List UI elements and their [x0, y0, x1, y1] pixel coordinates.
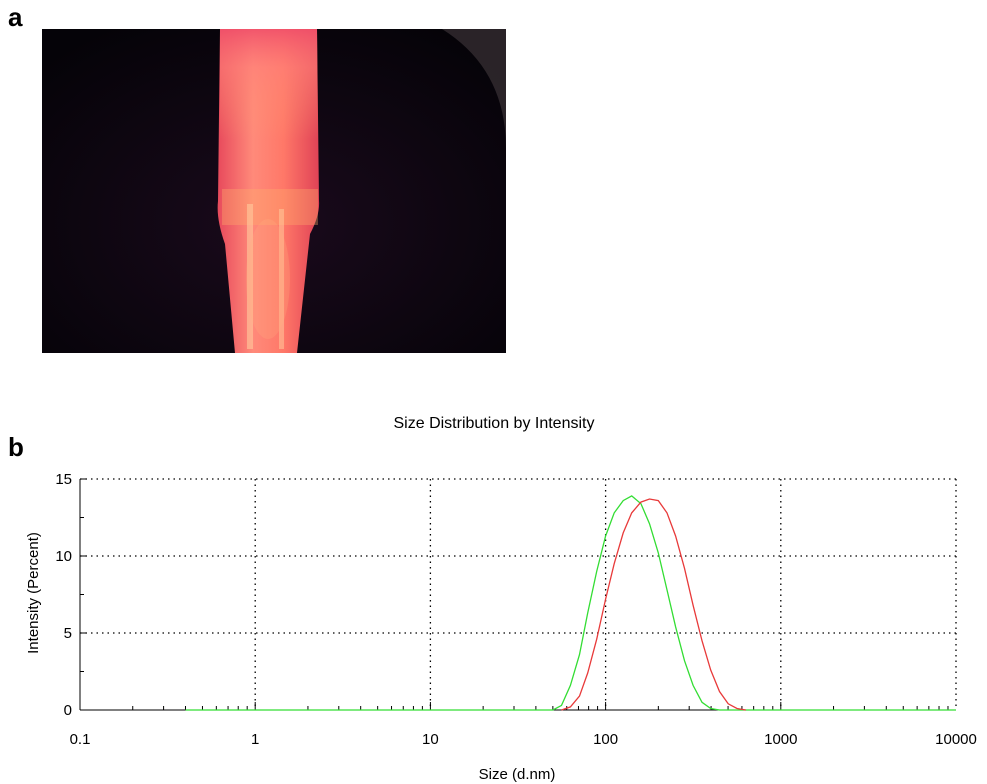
x-tick-label: 1000: [764, 731, 797, 748]
panel-label-b: b: [8, 432, 24, 462]
y-tick-label: 0: [64, 702, 72, 719]
y-tick-label: 5: [64, 625, 72, 642]
plot-area: 0.1 1 10 100 1000 10000 0 5 10 15: [55, 471, 977, 748]
x-tick-label: 1: [251, 731, 259, 748]
series-line-2: [561, 498, 746, 711]
vial-illustration: [42, 29, 506, 353]
fluorescent-vial-photo: [42, 29, 506, 353]
y-tick-label: 15: [55, 471, 72, 488]
chart-title: Size Distribution by Intensity: [394, 415, 595, 432]
x-tick-label: 0.1: [70, 731, 91, 748]
series-line-1: [185, 495, 956, 711]
x-tick-label: 100: [593, 731, 618, 748]
y-tick-label: 10: [55, 548, 72, 565]
y-axis-title: Intensity (Percent): [25, 532, 42, 654]
x-axis-title: Size (d.nm): [479, 766, 556, 783]
x-tick-label: 10: [422, 731, 439, 748]
panel-label-a: a: [8, 2, 23, 32]
size-distribution-chart: Size Distribution by Intensity 0.1 1 10 100…: [25, 415, 977, 783]
x-tick-label: 10000: [935, 731, 977, 748]
